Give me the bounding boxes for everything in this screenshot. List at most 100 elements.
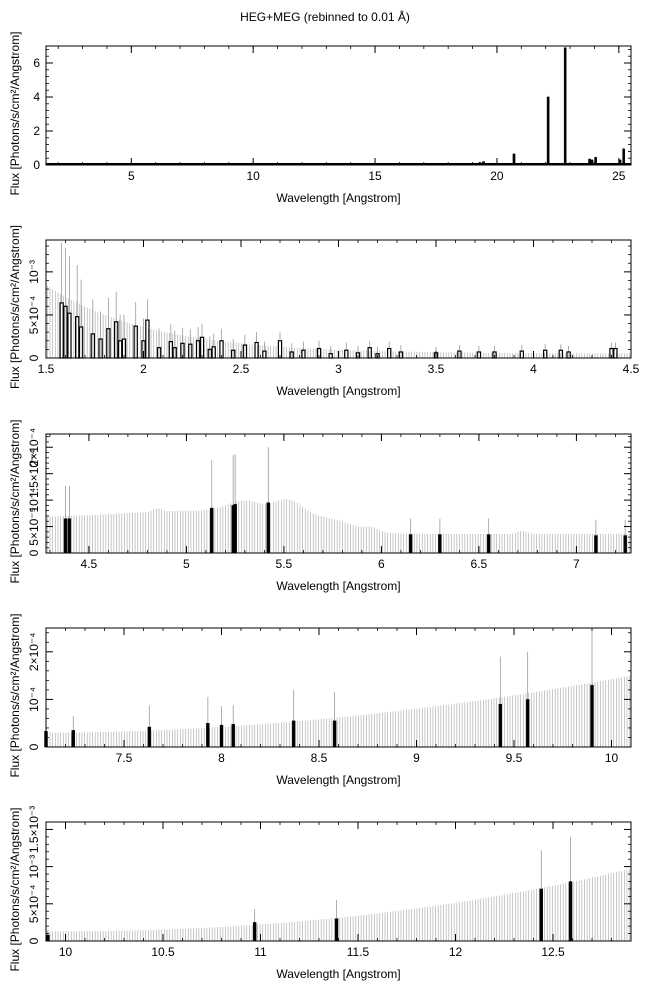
x-tick-label: 11.5 <box>347 945 370 959</box>
x-tick-label: 6.5 <box>471 557 488 571</box>
data-bar <box>563 47 567 166</box>
x-axis-label: Wavelength [Angstrom] <box>276 773 400 787</box>
data-bar <box>210 507 214 554</box>
x-tick-label: 5 <box>128 169 135 183</box>
data-bar <box>211 346 216 359</box>
data-bar <box>67 312 72 359</box>
chart-title: HEG+MEG (rebinned to 0.01 Å) <box>240 10 410 24</box>
x-axis-label: Wavelength [Angstrom] <box>276 967 400 981</box>
plot-frame <box>45 433 632 554</box>
data-bar <box>623 535 627 554</box>
data-bar <box>63 518 68 554</box>
data-bar <box>542 349 548 359</box>
x-tick-label: 20 <box>490 169 504 183</box>
y-tick-label: 10⁻³ <box>27 855 41 879</box>
x-tick-label: 4 <box>530 362 537 376</box>
x-tick-label: 2 <box>140 362 147 376</box>
x-tick-label: 10 <box>247 169 261 183</box>
x-tick-label: 7.5 <box>116 751 133 765</box>
x-tick-label: 1.5 <box>38 362 55 376</box>
data-bar <box>590 159 594 166</box>
x-tick-label: 12.5 <box>541 945 565 959</box>
y-axis-label: Flux [Photons/s/cm²/Angstrom] <box>8 31 22 195</box>
data-bar <box>262 350 267 359</box>
y-tick-label: 5×10⁻⁴ <box>27 885 41 924</box>
data-bar <box>613 347 618 359</box>
data-bar <box>568 881 573 942</box>
data-bar <box>334 918 339 942</box>
data-bar <box>195 340 201 359</box>
x-tick-label: 4.5 <box>81 557 98 571</box>
data-bar <box>519 350 525 359</box>
data-bar <box>78 326 84 359</box>
y-tick-label: 0 <box>27 354 41 361</box>
x-tick-label: 11 <box>254 945 267 959</box>
y-tick-label: 0 <box>33 158 40 172</box>
data-bar <box>67 518 72 554</box>
y-tick-label: 4 <box>33 90 40 104</box>
data-bar <box>590 684 594 748</box>
data-bar <box>168 341 173 359</box>
x-tick-label: 25 <box>612 169 626 183</box>
x-tick-label: 5 <box>183 557 190 571</box>
y-axis-label: Flux [Photons/s/cm²/Angstrom] <box>8 419 22 583</box>
data-bar <box>594 157 597 166</box>
x-tick-label: 15 <box>368 169 382 183</box>
data-bar <box>387 347 392 359</box>
plot-frame <box>45 45 632 166</box>
data-bar <box>486 534 491 554</box>
y-tick-label: 5×10⁻⁵ <box>27 507 41 545</box>
data-bar <box>546 96 550 166</box>
data-bar <box>328 353 333 359</box>
x-tick-label: 3.5 <box>428 362 445 376</box>
plot-frame <box>45 627 632 748</box>
x-tick-label: 7 <box>573 557 580 571</box>
data-bar <box>367 347 372 359</box>
data-bar <box>252 922 257 942</box>
y-tick-label: 10⁻⁴ <box>27 687 41 712</box>
x-tick-label: 6 <box>378 557 385 571</box>
y-tick-label: 1.5×10⁻⁴ <box>27 449 41 498</box>
y-tick-label: 0 <box>27 937 41 944</box>
x-tick-label: 5.5 <box>276 557 293 571</box>
y-tick-label: 1.5×10⁻³ <box>27 806 41 853</box>
data-bar <box>188 343 193 359</box>
data-bar <box>266 502 270 554</box>
y-tick-label: 5×10⁻⁴ <box>27 296 41 335</box>
x-tick-label: 8.5 <box>311 751 328 765</box>
data-bar <box>206 723 210 748</box>
x-tick-label: 10.5 <box>151 945 175 959</box>
y-tick-label: 2×10⁻⁴ <box>27 633 41 672</box>
y-tick-label: 0 <box>27 743 41 750</box>
x-tick-label: 12 <box>449 945 463 959</box>
x-axis-label: Wavelength [Angstrom] <box>276 191 400 205</box>
data-bar <box>332 720 337 748</box>
x-tick-label: 8 <box>218 751 225 765</box>
y-tick-label: 6 <box>33 56 40 70</box>
data-bar <box>59 302 64 359</box>
x-tick-label: 4.5 <box>623 362 640 376</box>
y-tick-label: 2 <box>33 124 40 138</box>
y-axis-label: Flux [Photons/s/cm²/Angstrom] <box>8 613 22 777</box>
data-bar <box>525 699 530 748</box>
x-axis-label: Wavelength [Angstrom] <box>276 579 400 593</box>
y-tick-label: 2×10⁻⁴ <box>27 428 41 467</box>
data-bar <box>291 720 296 748</box>
data-bar <box>476 351 482 359</box>
data-bar <box>147 726 152 748</box>
x-tick-label: 9 <box>413 751 420 765</box>
x-tick-label: 10 <box>59 945 73 959</box>
data-bar <box>242 344 248 359</box>
data-bar <box>231 723 235 748</box>
plot-frame <box>45 821 632 942</box>
y-tick-label: 0 <box>27 549 41 556</box>
x-tick-label: 3 <box>335 362 342 376</box>
x-tick-label: 9.5 <box>506 751 523 765</box>
x-tick-label: 2.5 <box>233 362 250 376</box>
data-bar <box>512 153 516 166</box>
data-bar <box>117 340 123 359</box>
x-axis-label: Wavelength [Angstrom] <box>276 384 400 398</box>
data-bar <box>622 148 625 166</box>
data-bar <box>133 325 138 359</box>
data-bar <box>301 349 306 359</box>
